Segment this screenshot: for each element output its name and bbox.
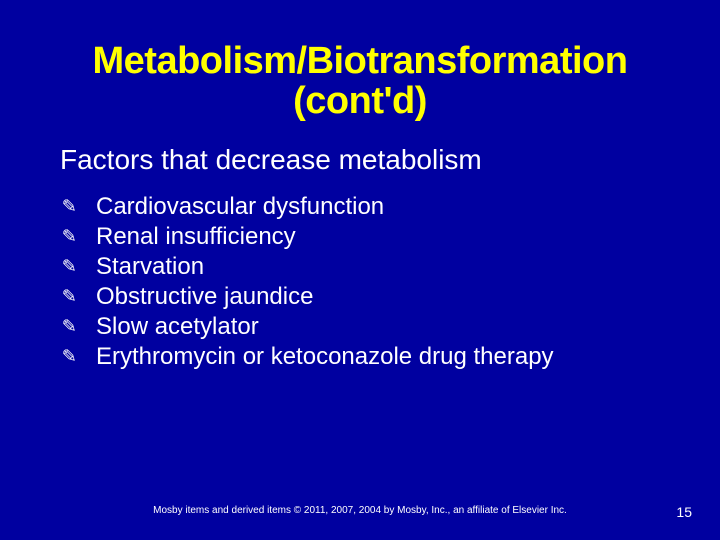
slide: Metabolism/Biotransformation (cont'd) Fa… <box>0 0 720 540</box>
list-item: Slow acetylator <box>60 312 720 342</box>
list-item: Obstructive jaundice <box>60 282 720 312</box>
title-line-2: (cont'd) <box>293 80 427 122</box>
page-number: 15 <box>676 504 692 520</box>
list-item: Renal insufficiency <box>60 222 720 252</box>
copyright-footer: Mosby items and derived items © 2011, 20… <box>0 505 720 516</box>
list-item: Erythromycin or ketoconazole drug therap… <box>60 342 720 372</box>
slide-title: Metabolism/Biotransformation (cont'd) <box>0 0 720 122</box>
list-item: Starvation <box>60 252 720 282</box>
bullet-list: Cardiovascular dysfunction Renal insuffi… <box>0 192 720 372</box>
title-line-1: Metabolism/Biotransformation <box>93 40 628 82</box>
list-item: Cardiovascular dysfunction <box>60 192 720 222</box>
slide-subtitle: Factors that decrease metabolism <box>0 144 720 176</box>
